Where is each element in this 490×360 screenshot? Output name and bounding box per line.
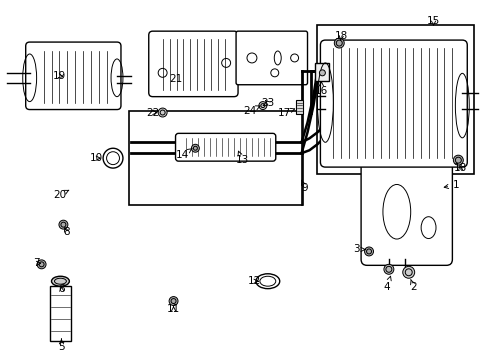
Text: 17: 17: [278, 108, 294, 117]
Text: 12: 12: [248, 276, 262, 286]
FancyBboxPatch shape: [236, 31, 308, 85]
Bar: [316, 63, 329, 81]
Text: 1: 1: [444, 180, 460, 190]
Text: 15: 15: [427, 16, 440, 26]
Ellipse shape: [169, 297, 178, 306]
Ellipse shape: [51, 276, 70, 286]
Text: 10: 10: [90, 153, 103, 163]
Ellipse shape: [37, 260, 46, 269]
Text: 4: 4: [384, 276, 391, 292]
Text: 9: 9: [301, 180, 308, 193]
Bar: [49, 286, 72, 341]
Bar: [318, 25, 474, 174]
Text: 18: 18: [335, 31, 348, 41]
Text: 20: 20: [53, 190, 69, 200]
Ellipse shape: [192, 144, 199, 152]
Text: 3: 3: [353, 244, 365, 255]
FancyBboxPatch shape: [361, 154, 452, 265]
FancyBboxPatch shape: [149, 31, 238, 96]
Text: 16: 16: [315, 82, 328, 96]
Ellipse shape: [453, 155, 464, 165]
Text: 21: 21: [169, 74, 182, 84]
Text: 18: 18: [454, 163, 467, 173]
Text: 7: 7: [33, 258, 41, 268]
Text: 6: 6: [58, 284, 65, 294]
Text: 2: 2: [411, 279, 417, 292]
Text: 11: 11: [167, 304, 180, 314]
FancyBboxPatch shape: [25, 42, 121, 109]
Text: 23: 23: [261, 98, 274, 108]
Ellipse shape: [59, 220, 68, 229]
Bar: [295, 100, 302, 113]
Text: 13: 13: [235, 151, 248, 165]
Ellipse shape: [403, 266, 415, 278]
Ellipse shape: [384, 264, 394, 274]
Ellipse shape: [319, 70, 325, 76]
Text: 8: 8: [63, 226, 70, 237]
Ellipse shape: [334, 38, 344, 48]
Text: 5: 5: [58, 339, 65, 352]
Text: 24: 24: [244, 105, 260, 116]
Ellipse shape: [259, 102, 267, 109]
Ellipse shape: [158, 108, 167, 117]
Bar: [129, 111, 302, 205]
Text: 14: 14: [176, 149, 192, 160]
Text: 19: 19: [53, 71, 66, 81]
FancyBboxPatch shape: [320, 40, 467, 167]
Ellipse shape: [365, 247, 373, 256]
Text: 22: 22: [146, 108, 159, 117]
FancyBboxPatch shape: [175, 133, 276, 161]
